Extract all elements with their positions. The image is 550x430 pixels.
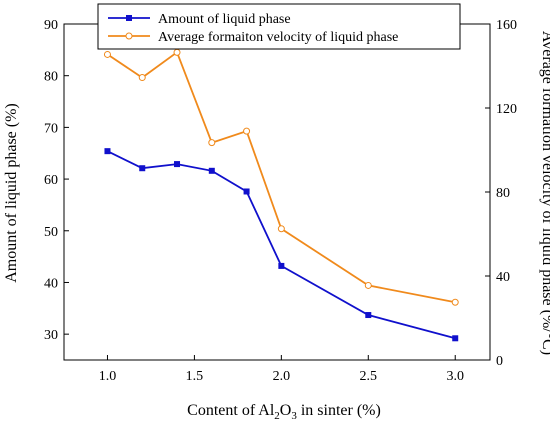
plot-frame [63, 23, 491, 361]
y-right-tick-label: 0 [496, 354, 503, 369]
x-tick-label: 3.0 [446, 369, 464, 384]
series-2-line [106, 50, 456, 304]
x-tick-label: 2.0 [273, 369, 291, 384]
legend-marker-series-2 [125, 32, 133, 40]
x-tick-label: 1.0 [99, 369, 117, 384]
series-2-point [451, 298, 459, 306]
series-1-point [278, 262, 285, 269]
series-1-point [208, 167, 215, 174]
legend-label-series-1: Amount of liquid phase [158, 12, 291, 27]
y-right-tick-label: 160 [496, 18, 517, 33]
legend-marker-series-1 [126, 15, 132, 21]
series-2-point [173, 48, 181, 56]
y-right-tick-label: 120 [496, 102, 517, 117]
series-2-point [364, 281, 372, 289]
series-1-point [174, 161, 181, 168]
series-1-line [107, 150, 456, 340]
y-left-tick-label: 40 [44, 276, 58, 291]
series-1-point [104, 148, 111, 155]
y-left-tick-label: 80 [44, 70, 58, 85]
series-2-point [243, 127, 251, 135]
y-left-tick-label: 50 [44, 225, 58, 240]
series-1-point [365, 312, 372, 319]
series-1-point [452, 335, 459, 342]
y-left-tick-label: 90 [44, 18, 58, 33]
legend-box [97, 3, 461, 50]
y-left-tick-label: 60 [44, 173, 58, 188]
series-1-point [243, 188, 250, 195]
series-2-point [103, 50, 111, 58]
axis-ticks: 1.0 1.5 2.0 2.5 3.0 30 40 50 60 70 80 90 0 40 80 120 160 [44, 18, 517, 384]
series-2-point [277, 225, 285, 233]
x-tick-label: 1.5 [186, 369, 204, 384]
series-lines [106, 50, 456, 340]
legend: Amount of liquid phase Average formaiton… [97, 3, 461, 50]
y-right-tick-label: 80 [496, 186, 510, 201]
y-axis-right-label: Average formation velocity of liquid pha… [539, 31, 550, 355]
y-right-tick-label: 40 [496, 270, 510, 285]
series-2-point [208, 139, 216, 147]
x-tick-label: 2.5 [360, 369, 378, 384]
series-2-point [138, 74, 146, 82]
y-left-tick-label: 70 [44, 121, 58, 136]
series-markers [103, 48, 459, 342]
y-left-tick-label: 30 [44, 328, 58, 343]
legend-label-series-2: Average formaiton velocity of liquid pha… [158, 30, 398, 45]
series-1-point [139, 165, 146, 172]
x-axis-label: Content of Al2O3 in sinter (%) [187, 402, 381, 422]
y-axis-left-label: Amount of liquid phase (%) [3, 103, 20, 283]
